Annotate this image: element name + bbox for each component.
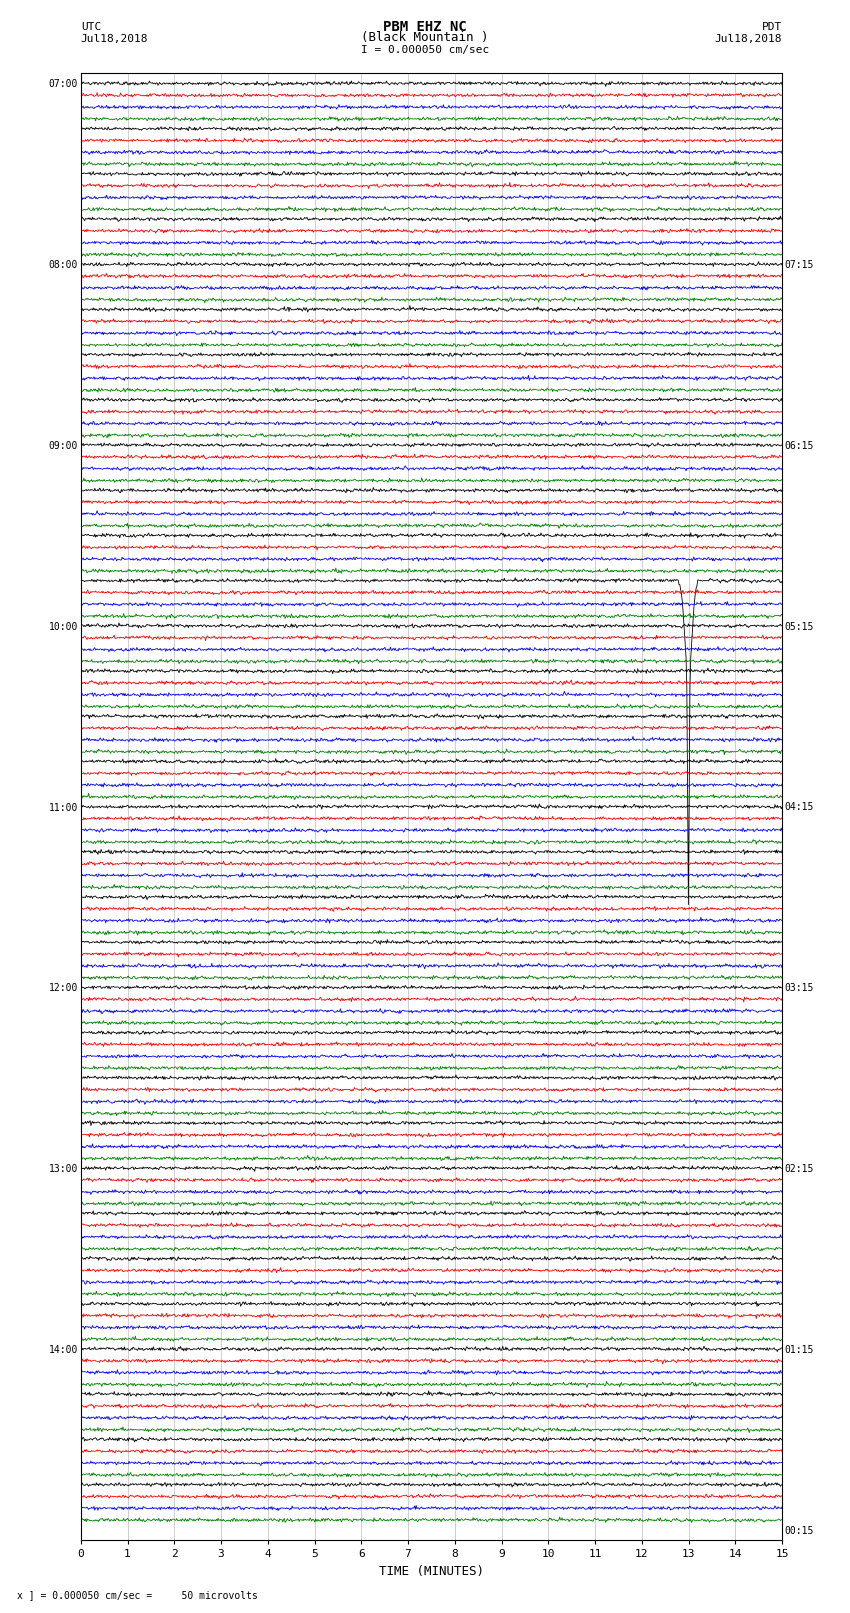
Text: I = 0.000050 cm/sec: I = 0.000050 cm/sec bbox=[361, 45, 489, 55]
Text: x ] = 0.000050 cm/sec =     50 microvolts: x ] = 0.000050 cm/sec = 50 microvolts bbox=[17, 1590, 258, 1600]
X-axis label: TIME (MINUTES): TIME (MINUTES) bbox=[379, 1565, 484, 1578]
Text: Jul18,2018: Jul18,2018 bbox=[715, 34, 782, 44]
Text: UTC: UTC bbox=[81, 23, 101, 32]
Text: PBM EHZ NC: PBM EHZ NC bbox=[383, 19, 467, 34]
Text: Jul18,2018: Jul18,2018 bbox=[81, 34, 148, 44]
Text: PDT: PDT bbox=[762, 23, 782, 32]
Text: (Black Mountain ): (Black Mountain ) bbox=[361, 31, 489, 44]
